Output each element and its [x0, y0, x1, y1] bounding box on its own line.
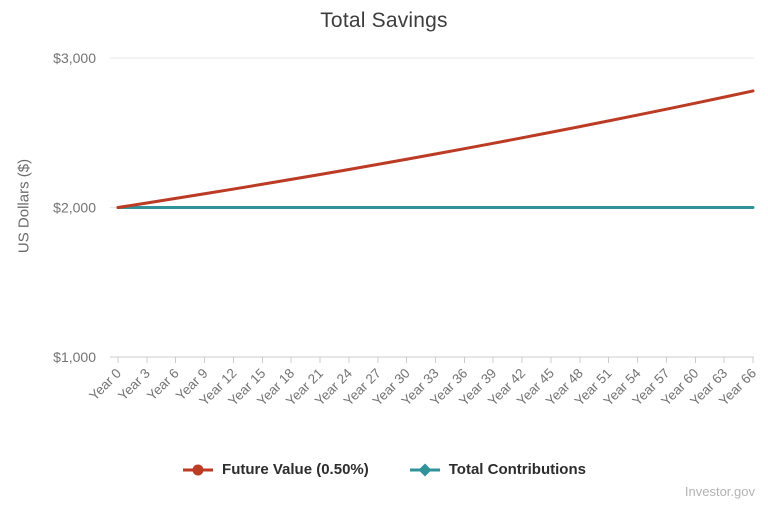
legend-item-total-contributions[interactable]: Total Contributions: [409, 461, 586, 478]
x-tick-label: Year 3: [115, 366, 153, 404]
y-tick-label: $1,000: [53, 349, 96, 365]
legend: Future Value (0.50%) Total Contributions: [0, 461, 768, 478]
future-value-marker-icon: [183, 464, 214, 475]
x-tick-label: Year 0: [86, 366, 124, 404]
total-contributions-marker-icon: [409, 463, 440, 476]
y-tick-label: $3,000: [53, 50, 96, 66]
legend-label-total-contributions: Total Contributions: [448, 461, 586, 478]
legend-item-future-value[interactable]: Future Value (0.50%): [182, 461, 369, 478]
source-attribution: Investor.gov: [684, 484, 755, 499]
legend-label-future-value: Future Value (0.50%): [222, 461, 369, 478]
x-tick-label: Year 6: [144, 366, 182, 404]
series-line-future-value: [116, 89, 755, 209]
y-tick-label: $2,000: [53, 200, 96, 216]
chart-title: Total Savings: [320, 9, 448, 32]
